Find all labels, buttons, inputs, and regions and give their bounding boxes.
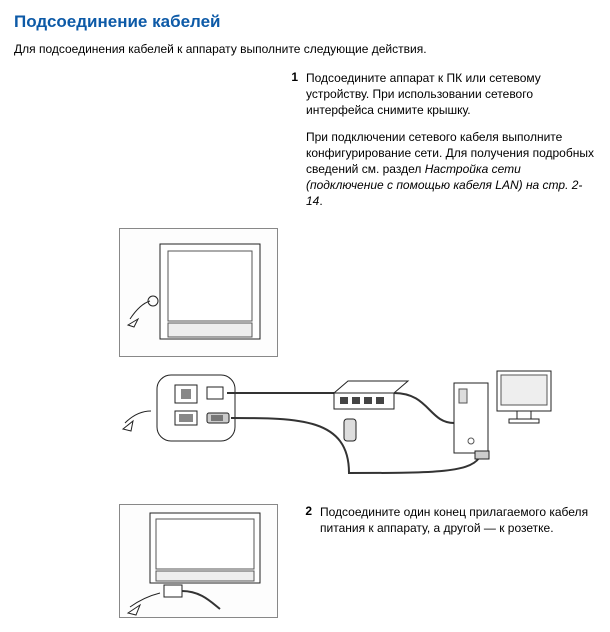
intro-text: Для подсоединения кабелей к аппарату вып… xyxy=(14,42,596,56)
figure-power-cable xyxy=(119,504,278,618)
step-2-text-1: Подсоедините один конец прилагаемого каб… xyxy=(320,504,596,536)
figure-connection-diagram xyxy=(119,363,596,498)
page-title: Подсоединение кабелей xyxy=(14,12,596,32)
step-1-text-2: При подключении сетевого кабеля выполнит… xyxy=(306,129,596,210)
step-1-number: 1 xyxy=(284,70,298,84)
step-1: 1 Подсоедините аппарат к ПК или сетевому… xyxy=(284,70,596,220)
figure-printer-rear xyxy=(119,228,278,357)
step-1-text-1: Подсоедините аппарат к ПК или сетевому у… xyxy=(306,70,596,119)
step-2-number: 2 xyxy=(298,504,312,518)
step-2: 2 Подсоедините один конец прилагаемого к… xyxy=(298,504,596,546)
